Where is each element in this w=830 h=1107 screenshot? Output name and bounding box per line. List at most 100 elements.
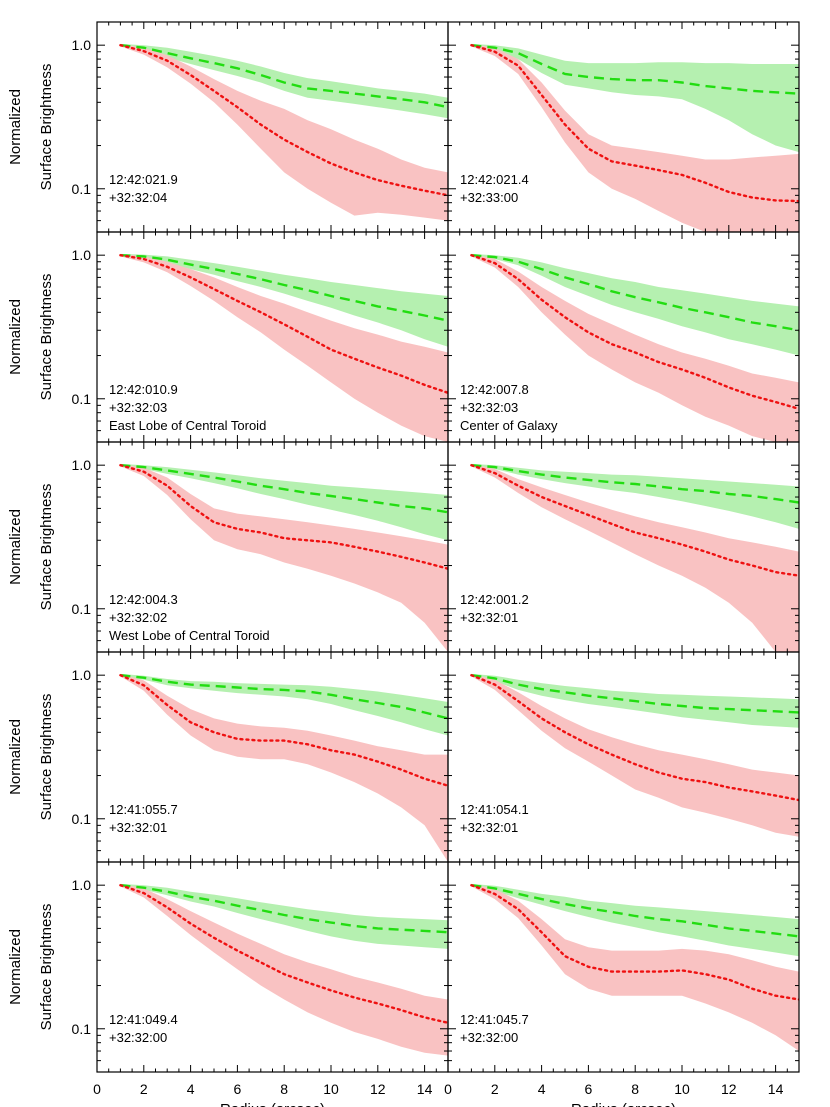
panel-label-line: East Lobe of Central Toroid <box>109 418 266 433</box>
red-line <box>470 254 799 411</box>
green-line <box>120 884 448 934</box>
y-axis-title-line2: Surface Brightness <box>38 904 55 1031</box>
plot-area <box>119 673 448 862</box>
panels-layer: 0.1 1.0 12:42:021.9 +32:32:04 12:42:021.4 +32… <box>72 21 800 1073</box>
panel-label-line: West Lobe of Central Toroid <box>109 628 270 643</box>
red-band <box>471 883 799 1051</box>
plot-area <box>470 43 799 232</box>
green-band <box>120 883 448 949</box>
red-band <box>120 673 448 862</box>
x-tick-label: 0 <box>93 1081 101 1097</box>
red-line <box>119 674 448 787</box>
y-axis-title-line2: Surface Brightness <box>38 484 55 611</box>
panel-label-line: 12:42:007.8 <box>460 382 529 397</box>
y-tick-label: 0.1 <box>72 181 92 197</box>
red-band <box>471 463 799 652</box>
plot-area <box>119 43 448 221</box>
red-line <box>470 884 799 1001</box>
y-tick-label: 1.0 <box>72 37 92 53</box>
panel-8: 12:41:054.1 +32:32:01 <box>447 651 800 863</box>
panel-label-line: 12:41:049.4 <box>109 1012 178 1027</box>
red-band <box>120 463 448 652</box>
x-tick-label: 6 <box>585 1081 593 1097</box>
y-tick-label: 1.0 <box>72 247 92 263</box>
y-tick-label: 1.0 <box>72 877 92 893</box>
y-axis-title-line1: Normalized <box>7 299 24 375</box>
panel-label-line: +32:32:03 <box>109 400 167 415</box>
green-band <box>471 43 799 153</box>
y-tick-label: 1.0 <box>72 667 92 683</box>
green-line <box>471 464 799 504</box>
green-band <box>120 673 448 736</box>
x-tick-label: 8 <box>280 1081 288 1097</box>
panel-label-line: 12:42:021.4 <box>460 172 529 187</box>
y-tick-label: 0.1 <box>72 1021 92 1037</box>
red-line <box>470 464 799 577</box>
green-line <box>120 254 448 322</box>
y-axis-title-line2: Surface Brightness <box>38 694 55 821</box>
plot-area <box>470 673 799 837</box>
green-band <box>120 253 448 347</box>
y-tick-label: 1.0 <box>72 457 92 473</box>
green-line <box>471 884 799 938</box>
x-tick-label: 14 <box>417 1081 433 1097</box>
panel-9: 0.1 1.0 12:41:049.4 +32:32:00 <box>72 861 449 1073</box>
green-band <box>471 463 799 529</box>
plot-area <box>470 253 799 442</box>
panel-7: 0.1 1.0 12:41:055.7 +32:32:01 <box>72 651 449 863</box>
x-tick-label: 6 <box>234 1081 242 1097</box>
x-axis-title: Radius (arcsec) <box>220 1101 325 1107</box>
panel-label-line: +32:32:01 <box>460 820 518 835</box>
panel-4: 12:42:007.8 +32:32:03 Center of Galaxy <box>447 231 800 443</box>
red-line <box>470 674 799 802</box>
panel-label-line: 12:41:045.7 <box>460 1012 529 1027</box>
x-tick-label: 12 <box>721 1081 737 1097</box>
y-tick-label: 0.1 <box>72 811 92 827</box>
x-tick-label: 0 <box>444 1081 452 1097</box>
x-tick-label: 4 <box>187 1081 195 1097</box>
y-tick-label: 0.1 <box>72 601 92 617</box>
y-axis-title-line2: Surface Brightness <box>38 274 55 401</box>
x-tick-label: 10 <box>674 1081 690 1097</box>
green-band <box>471 253 799 356</box>
bottom-xlabels-layer: 0 2 4 6 8 10 12 14 Radius (arcsec) 0 2 4 6 8 10 12 14 Rad… <box>93 1081 783 1107</box>
red-line <box>470 44 799 203</box>
panel-2: 12:42:021.4 +32:33:00 <box>447 21 800 233</box>
panel-label-line: +32:32:04 <box>109 190 167 205</box>
plot-area <box>119 463 448 652</box>
panel-label-line: 12:41:054.1 <box>460 802 529 817</box>
row-ylabels-layer: Normalized Surface Brightness Normalized Su… <box>7 64 55 1031</box>
panel-label-line: 12:42:004.3 <box>109 592 178 607</box>
panel-label-line: +32:33:00 <box>460 190 518 205</box>
panel-label-line: 12:42:021.9 <box>109 172 178 187</box>
x-axis-title: Radius (arcsec) <box>571 1101 676 1107</box>
x-tick-label: 14 <box>768 1081 784 1097</box>
y-axis-title-line2: Surface Brightness <box>38 64 55 191</box>
plot-area <box>119 883 448 1056</box>
plot-area <box>119 253 448 442</box>
red-band <box>471 673 799 837</box>
x-tick-label: 2 <box>140 1081 148 1097</box>
panel-label-line: +32:32:02 <box>109 610 167 625</box>
green-line <box>471 44 799 95</box>
red-line <box>119 44 448 197</box>
y-axis-title-line1: Normalized <box>7 719 24 795</box>
panel-label-line: +32:32:01 <box>460 610 518 625</box>
green-line <box>120 44 448 109</box>
x-tick-label: 8 <box>631 1081 639 1097</box>
panel-label-line: +32:32:00 <box>109 1030 167 1045</box>
green-line <box>120 464 448 514</box>
panel-label-line: +32:32:01 <box>109 820 167 835</box>
red-line <box>119 254 448 394</box>
green-band <box>120 43 448 119</box>
red-band <box>120 43 448 221</box>
panel-3: 0.1 1.0 12:42:010.9 +32:32:03 East Lobe of C… <box>72 231 449 443</box>
y-tick-label: 0.1 <box>72 391 92 407</box>
red-band <box>471 43 799 232</box>
panel-label-line: +32:32:00 <box>460 1030 518 1045</box>
y-axis-title-line1: Normalized <box>7 929 24 1005</box>
red-band <box>471 253 799 442</box>
x-tick-label: 4 <box>538 1081 546 1097</box>
panel-label-line: 12:41:055.7 <box>109 802 178 817</box>
